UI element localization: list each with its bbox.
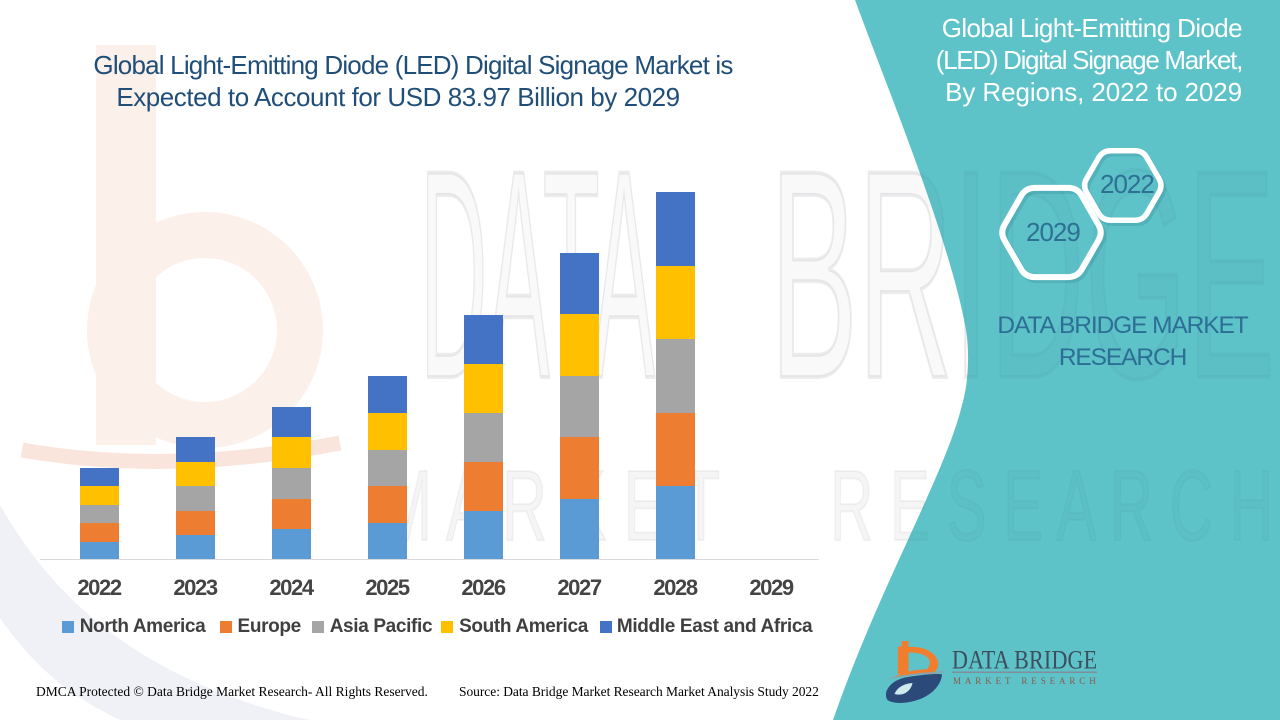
svg-text:DATA: DATA bbox=[420, 108, 655, 440]
